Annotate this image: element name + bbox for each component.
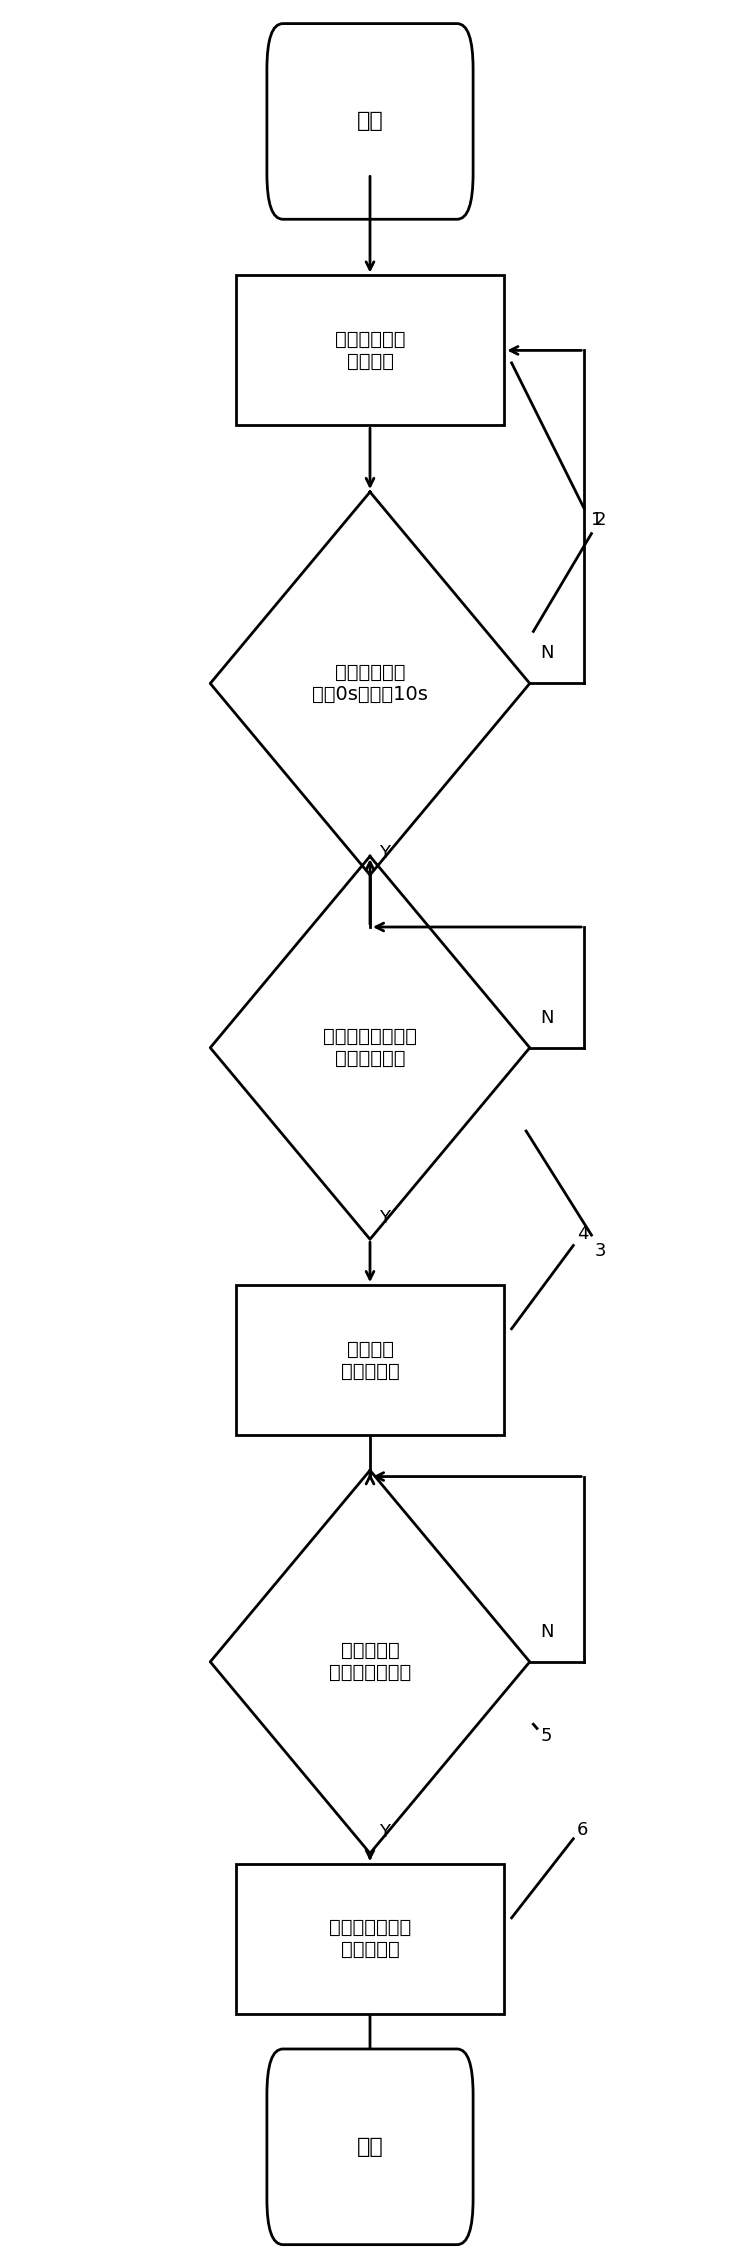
Text: 车辆怠速且
离合器完全吸合: 车辆怠速且 离合器完全吸合 — [329, 1642, 411, 1683]
Text: 开始: 开始 — [357, 111, 383, 131]
Text: 判断启停开关时间
是否符合要求: 判断启停开关时间 是否符合要求 — [323, 1027, 417, 1068]
Text: 新车首次
自学习使能: 新车首次 自学习使能 — [340, 1339, 400, 1380]
Text: 3: 3 — [595, 1242, 607, 1260]
FancyBboxPatch shape — [267, 23, 473, 219]
Text: N: N — [541, 1622, 554, 1640]
Text: Y: Y — [379, 1208, 390, 1226]
Bar — [235, 1285, 505, 1434]
Text: N: N — [541, 1009, 554, 1027]
Text: Y: Y — [379, 1823, 390, 1841]
Text: Y: Y — [379, 844, 390, 862]
Text: 连续开关时间
大于0s，小于10s: 连续开关时间 大于0s，小于10s — [312, 663, 428, 703]
Text: 进行新车下线后
首次自学习: 进行新车下线后 首次自学习 — [329, 1918, 411, 1959]
Bar — [235, 1864, 505, 2013]
Bar — [235, 276, 505, 425]
Text: 1: 1 — [591, 511, 603, 529]
Text: 结束: 结束 — [357, 2138, 383, 2156]
Text: 6: 6 — [577, 1821, 588, 1839]
FancyBboxPatch shape — [267, 2049, 473, 2244]
Text: 计算启停开关
按键时间: 计算启停开关 按键时间 — [334, 330, 406, 371]
Text: N: N — [541, 645, 554, 663]
Text: 5: 5 — [541, 1726, 552, 1744]
Text: 2: 2 — [595, 511, 607, 529]
Text: 4: 4 — [577, 1226, 588, 1244]
